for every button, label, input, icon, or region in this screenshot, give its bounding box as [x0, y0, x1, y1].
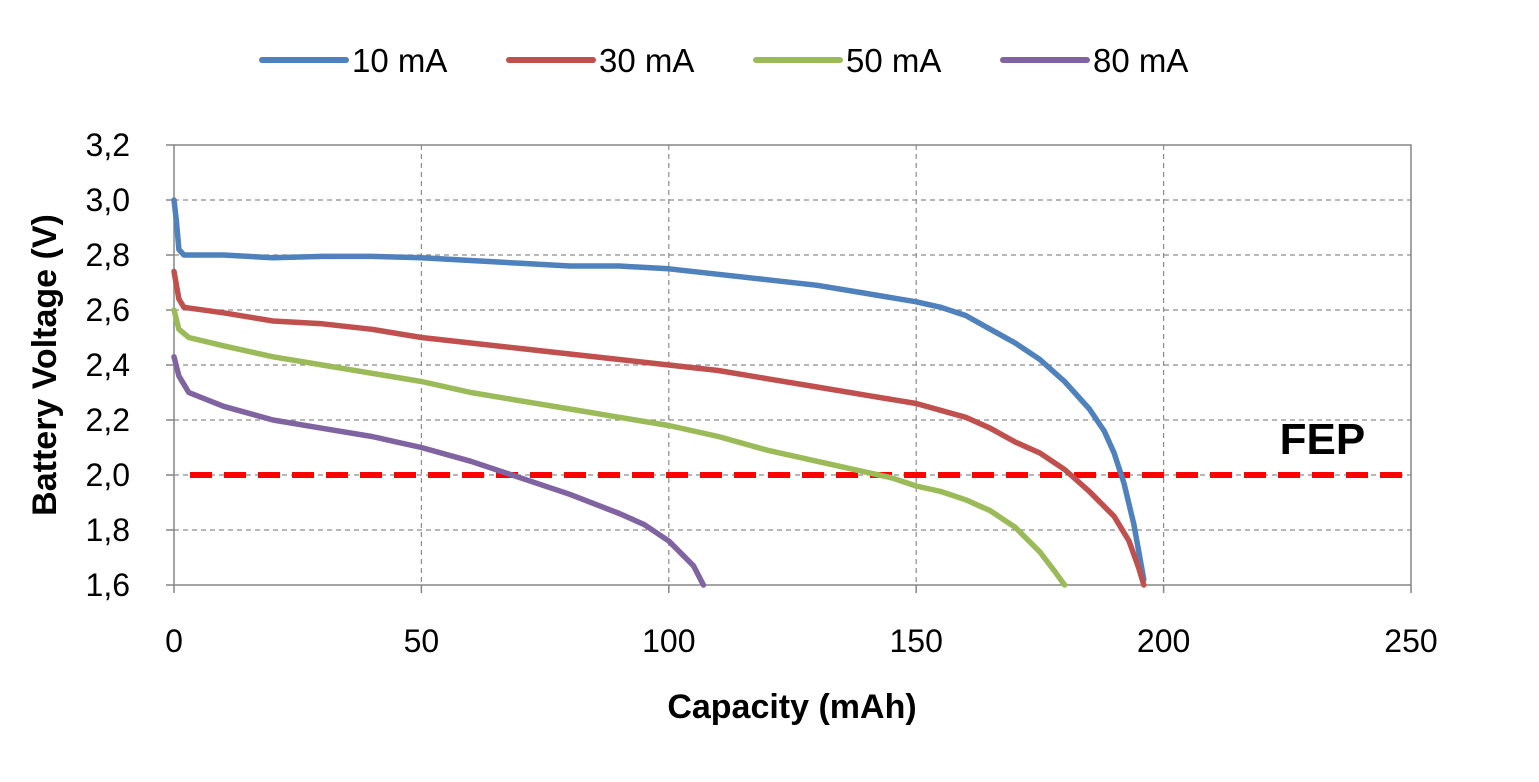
- x-tick-label: 50: [404, 623, 440, 659]
- x-tick-label: 250: [1384, 623, 1437, 659]
- annotations: FEP: [1280, 415, 1366, 464]
- x-tick-label: 150: [890, 623, 943, 659]
- x-tick-label: 0: [165, 623, 183, 659]
- series-line-30-ma: [171, 268, 1147, 588]
- y-tick-label: 1,8: [86, 512, 130, 548]
- y-tick-label: 2,2: [86, 402, 130, 438]
- grid: [174, 145, 1411, 585]
- series-lines: [171, 197, 1147, 588]
- y-axis-ticks: 1,6 1,8 2,0 2,2 2,4 2,6 2,8 3,0 3,2: [86, 127, 174, 603]
- x-tick-label: 200: [1137, 623, 1190, 659]
- y-tick-label: 3,2: [86, 127, 130, 163]
- series-line-80-ma: [171, 354, 707, 588]
- annotation-fep: FEP: [1280, 415, 1366, 464]
- y-tick-label: 1,6: [86, 567, 130, 603]
- series-line-50-ma: [171, 307, 1068, 588]
- y-tick-label: 2,8: [86, 237, 130, 273]
- plot-area-frame: [173, 144, 1412, 586]
- y-tick-label: 2,4: [86, 347, 130, 383]
- legend-label: 80 mA: [1093, 42, 1188, 79]
- legend-label: 10 mA: [352, 42, 447, 79]
- y-tick-label: 3,0: [86, 182, 130, 218]
- x-axis-ticks: 0 50 100 150 200 250: [165, 585, 1438, 659]
- y-axis-label: Battery Voltage (V): [26, 214, 64, 516]
- y-tick-label: 2,6: [86, 292, 130, 328]
- legend-label: 30 mA: [599, 42, 694, 79]
- x-axis-label: Capacity (mAh): [667, 688, 916, 726]
- series-line-10-ma: [171, 197, 1147, 583]
- y-tick-label: 2,0: [86, 457, 130, 493]
- legend-label: 50 mA: [846, 42, 941, 79]
- x-tick-label: 100: [642, 623, 695, 659]
- legend: 10 mA 30 mA 50 mA 80 mA: [259, 42, 1188, 79]
